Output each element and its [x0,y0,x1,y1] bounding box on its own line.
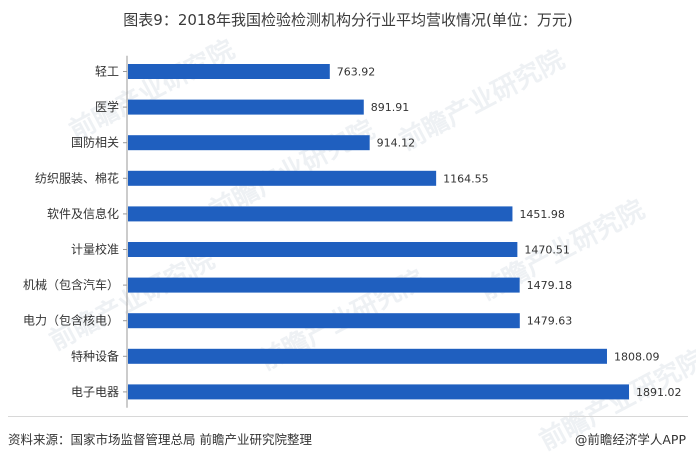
bar [128,64,330,79]
value-label: 1479.18 [527,279,573,292]
source-note: 资料来源：国家市场监督管理总局 前瞻产业研究院整理 [8,432,312,447]
value-label: 1164.55 [443,172,489,185]
brand-credit: @前瞻经济学人APP [574,432,686,447]
category-label: 国防相关 [71,135,119,150]
category-label: 软件及信息化 [47,206,119,221]
value-label: 914.12 [377,137,416,150]
value-label: 1451.98 [519,208,565,221]
value-label: 1891.02 [636,386,682,399]
footer-divider [8,416,688,417]
bar [128,99,364,115]
category-label: 机械（包含汽车） [23,277,119,292]
value-label: 1808.09 [614,350,660,363]
bar [128,242,518,257]
category-label: 电力（包含核电） [23,313,119,328]
bar [128,206,513,222]
bar-chart: 轻工 763.92 医学 891.91 国防相关 914.12 纺织服装、棉花 1164.55… [23,55,682,408]
bar [128,277,520,293]
category-label: 特种设备 [71,348,119,363]
category-label: 计量校准 [71,242,119,257]
value-label: 891.91 [371,101,410,114]
value-label: 1470.51 [524,244,570,257]
category-label: 轻工 [95,65,119,79]
value-label: 1479.63 [527,315,573,328]
bar [128,384,629,400]
bar [128,348,607,364]
bar [128,170,437,186]
category-label: 医学 [95,99,119,114]
bar [128,313,520,329]
bar [128,135,370,151]
chart-title: 图表9：2018年我国检验检测机构分行业平均营收情况(单位：万元) [123,11,573,29]
category-label: 电子电器 [71,385,119,399]
value-label: 763.92 [337,66,376,79]
category-label: 纺织服装、棉花 [35,170,119,185]
